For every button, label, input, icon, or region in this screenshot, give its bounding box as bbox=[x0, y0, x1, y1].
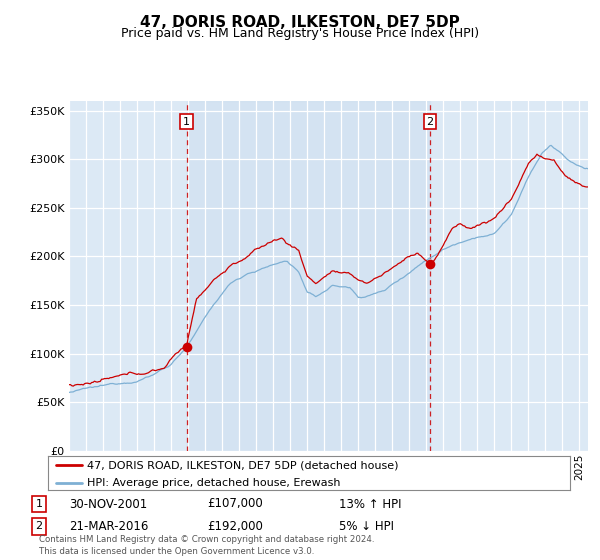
Text: 2: 2 bbox=[35, 521, 43, 531]
Text: HPI: Average price, detached house, Erewash: HPI: Average price, detached house, Erew… bbox=[87, 478, 341, 488]
Text: 30-NOV-2001: 30-NOV-2001 bbox=[69, 497, 147, 511]
Text: 1: 1 bbox=[35, 499, 43, 509]
Text: 13% ↑ HPI: 13% ↑ HPI bbox=[339, 497, 401, 511]
Text: 47, DORIS ROAD, ILKESTON, DE7 5DP (detached house): 47, DORIS ROAD, ILKESTON, DE7 5DP (detac… bbox=[87, 460, 398, 470]
Text: £107,000: £107,000 bbox=[207, 497, 263, 511]
Text: Price paid vs. HM Land Registry's House Price Index (HPI): Price paid vs. HM Land Registry's House … bbox=[121, 27, 479, 40]
Text: 1: 1 bbox=[183, 116, 190, 127]
Bar bbox=[187, 101, 430, 451]
Text: £192,000: £192,000 bbox=[207, 520, 263, 533]
Text: 47, DORIS ROAD, ILKESTON, DE7 5DP: 47, DORIS ROAD, ILKESTON, DE7 5DP bbox=[140, 15, 460, 30]
Text: Contains HM Land Registry data © Crown copyright and database right 2024.
This d: Contains HM Land Registry data © Crown c… bbox=[39, 535, 374, 556]
Text: 21-MAR-2016: 21-MAR-2016 bbox=[69, 520, 148, 533]
Text: 5% ↓ HPI: 5% ↓ HPI bbox=[339, 520, 394, 533]
Text: 2: 2 bbox=[427, 116, 434, 127]
